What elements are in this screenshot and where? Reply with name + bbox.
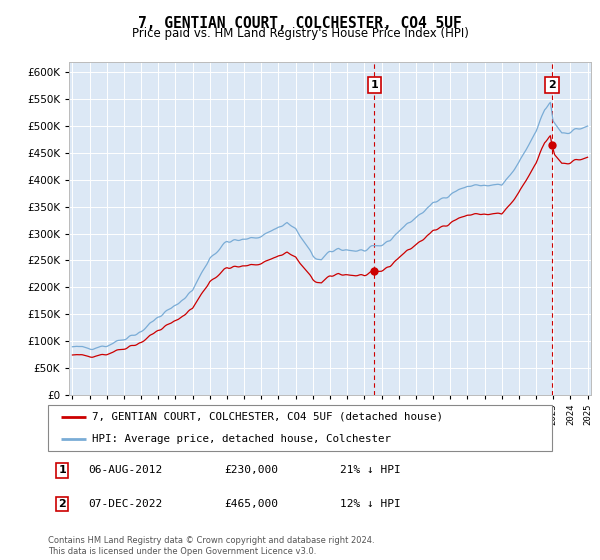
Text: 2: 2 xyxy=(548,80,556,90)
Text: 1: 1 xyxy=(58,465,66,475)
Text: £230,000: £230,000 xyxy=(224,465,278,475)
Text: HPI: Average price, detached house, Colchester: HPI: Average price, detached house, Colc… xyxy=(92,434,391,444)
Bar xyxy=(374,62,552,395)
Text: 7, GENTIAN COURT, COLCHESTER, CO4 5UF: 7, GENTIAN COURT, COLCHESTER, CO4 5UF xyxy=(138,16,462,31)
Text: 1: 1 xyxy=(370,80,378,90)
Text: 21% ↓ HPI: 21% ↓ HPI xyxy=(340,465,401,475)
Text: 2: 2 xyxy=(58,499,66,509)
Text: Price paid vs. HM Land Registry's House Price Index (HPI): Price paid vs. HM Land Registry's House … xyxy=(131,27,469,40)
Text: 07-DEC-2022: 07-DEC-2022 xyxy=(88,499,163,509)
Text: 7, GENTIAN COURT, COLCHESTER, CO4 5UF (detached house): 7, GENTIAN COURT, COLCHESTER, CO4 5UF (d… xyxy=(92,412,443,422)
FancyBboxPatch shape xyxy=(48,405,552,451)
Text: 06-AUG-2012: 06-AUG-2012 xyxy=(88,465,163,475)
Text: £465,000: £465,000 xyxy=(224,499,278,509)
Text: 12% ↓ HPI: 12% ↓ HPI xyxy=(340,499,401,509)
Text: Contains HM Land Registry data © Crown copyright and database right 2024.
This d: Contains HM Land Registry data © Crown c… xyxy=(48,536,374,556)
